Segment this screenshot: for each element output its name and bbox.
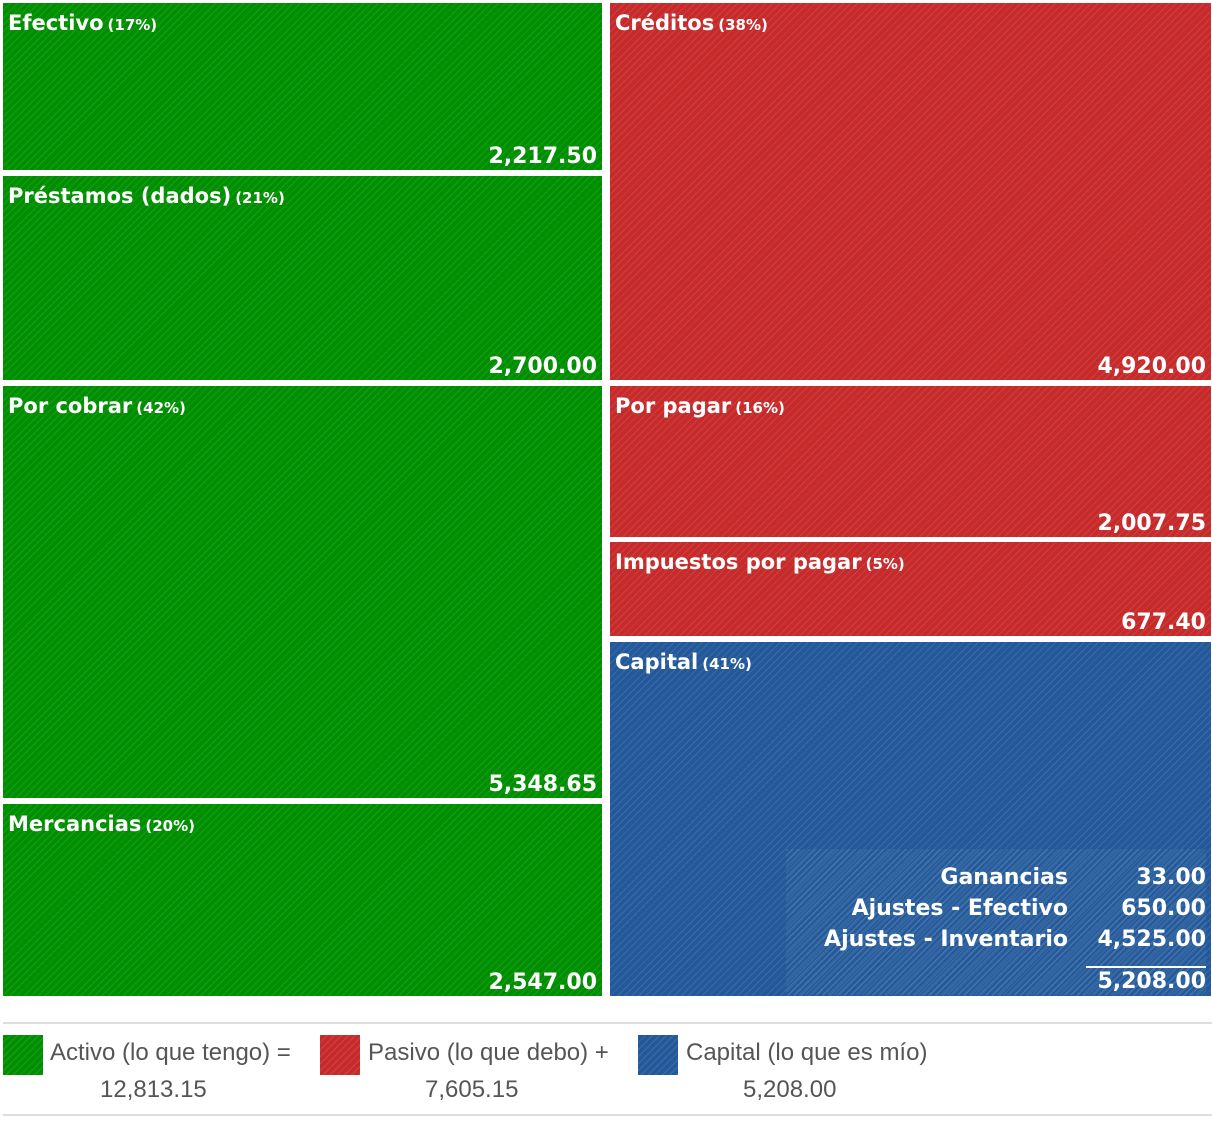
- legend-top-divider: [3, 1022, 1212, 1024]
- tile-por-pagar[interactable]: Por pagar (16%) 2,007.75: [610, 386, 1211, 537]
- breakdown-row: Ajustes - Inventario 4,525.00: [786, 927, 1206, 958]
- legend-total-pasivo: 7,605.15: [425, 1076, 519, 1103]
- tile-value: 4,920.00: [1097, 354, 1206, 379]
- tile-label: Efectivo (17%): [8, 11, 158, 35]
- tile-label: Créditos (38%): [615, 11, 768, 35]
- tile-label: Capital (41%): [615, 650, 752, 674]
- tile-percent: (16%): [735, 399, 785, 417]
- tile-creditos[interactable]: Créditos (38%) 4,920.00: [610, 3, 1211, 380]
- tile-percent: (41%): [702, 655, 752, 673]
- tile-value: 677.40: [1121, 610, 1206, 635]
- tile-percent: (5%): [865, 555, 905, 573]
- tile-value: 2,700.00: [488, 354, 597, 379]
- legend-total-capital: 5,208.00: [743, 1076, 837, 1103]
- tile-label: Por cobrar (42%): [8, 394, 186, 418]
- legend-swatch-activo: [3, 1035, 43, 1075]
- tile-percent: (42%): [136, 399, 186, 417]
- legend-total-activo: 12,813.15: [100, 1076, 207, 1103]
- legend-swatch-pasivo: [320, 1035, 360, 1075]
- tile-percent: (17%): [107, 16, 158, 34]
- tile-percent: (21%): [235, 189, 285, 207]
- tile-value: 2,217.50: [488, 144, 597, 169]
- breakdown-value: 4,525.00: [1097, 927, 1206, 952]
- breakdown-row: Ganancias 33.00: [786, 865, 1206, 896]
- tile-efectivo[interactable]: Efectivo (17%) 2,217.50: [3, 3, 602, 170]
- breakdown-label: Ajustes - Efectivo: [851, 896, 1068, 921]
- legend-label-pasivo: Pasivo (lo que debo) +: [368, 1039, 609, 1066]
- tile-por-cobrar[interactable]: Por cobrar (42%) 5,348.65: [3, 386, 602, 798]
- tile-value: 2,547.00: [488, 970, 597, 995]
- tile-impuestos-por-pagar[interactable]: Impuestos por pagar (5%) 677.40: [610, 542, 1211, 636]
- tile-percent: (38%): [718, 16, 768, 34]
- breakdown-label: Ajustes - Inventario: [824, 927, 1068, 952]
- tile-label: Impuestos por pagar (5%): [615, 550, 905, 574]
- breakdown-total: 5,208.00: [1086, 966, 1206, 994]
- tile-label: Préstamos (dados) (21%): [8, 184, 285, 208]
- tile-label: Por pagar (16%): [615, 394, 785, 418]
- breakdown-row: Ajustes - Efectivo 650.00: [786, 896, 1206, 927]
- tile-prestamos[interactable]: Préstamos (dados) (21%) 2,700.00: [3, 176, 602, 380]
- legend-bottom-divider: [3, 1114, 1212, 1116]
- tile-label: Mercancias (20%): [8, 812, 196, 836]
- legend-label-activo: Activo (lo que tengo) =: [50, 1039, 291, 1066]
- tile-capital[interactable]: Capital (41%) Ganancias 33.00 Ajustes - E…: [610, 642, 1211, 996]
- breakdown-value: 33.00: [1136, 865, 1206, 890]
- breakdown-label: Ganancias: [940, 865, 1068, 890]
- tile-value: 2,007.75: [1097, 511, 1206, 536]
- capital-breakdown: Ganancias 33.00 Ajustes - Efectivo 650.0…: [786, 849, 1206, 995]
- legend-swatch-capital: [638, 1035, 678, 1075]
- tile-percent: (20%): [145, 817, 196, 835]
- tile-value: 5,348.65: [488, 772, 597, 797]
- legend-label-capital: Capital (lo que es mío): [686, 1039, 928, 1066]
- breakdown-value: 650.00: [1121, 896, 1206, 921]
- tile-mercancias[interactable]: Mercancias (20%) 2,547.00: [3, 804, 602, 996]
